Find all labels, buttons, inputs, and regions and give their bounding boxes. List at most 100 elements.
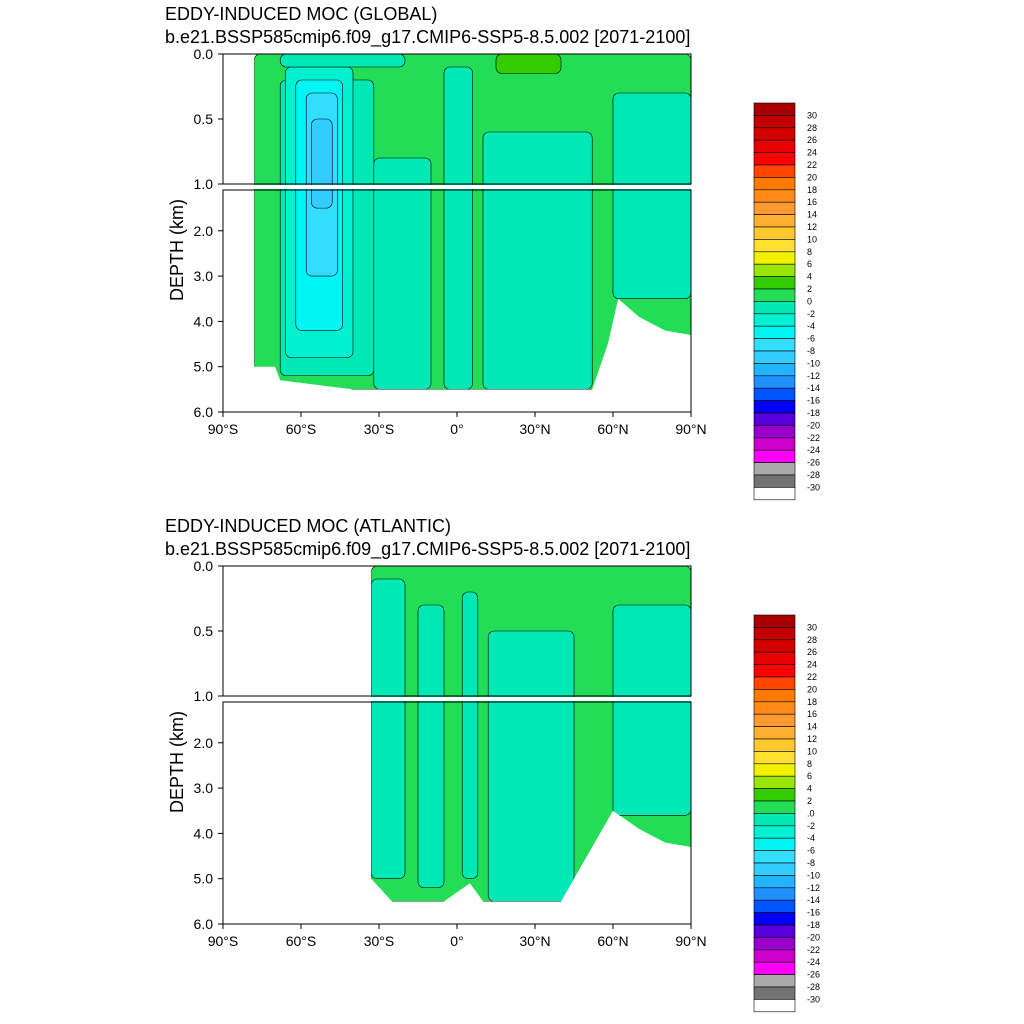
x-tick-label: 90°N [675, 933, 706, 949]
x-tick-label: 0° [450, 933, 463, 949]
colorbar-swatch [753, 338, 796, 352]
colorbar-label: 28 [807, 123, 817, 133]
panel-title: EDDY-INDUCED MOC (GLOBAL) [165, 4, 437, 24]
colorbar-label: -28 [807, 470, 820, 480]
colorbar-swatch [753, 139, 796, 153]
colorbar-swatch [753, 474, 796, 488]
y-tick-label: 6.0 [194, 916, 214, 932]
colorbar-label: 6 [807, 259, 812, 269]
contour-field [222, 566, 692, 902]
colorbar-label: -18 [807, 408, 820, 418]
colorbar-label: 26 [807, 647, 817, 657]
contour-region [373, 157, 432, 390]
colorbar-swatch [753, 651, 796, 665]
colorbar-swatch [753, 189, 796, 203]
colorbar-swatch [753, 313, 796, 327]
x-tick-label: 60°N [597, 421, 628, 437]
colorbar-label: 8 [807, 247, 812, 257]
contour-region [487, 630, 575, 902]
colorbar-swatch [753, 961, 796, 975]
colorbar-label: -14 [807, 383, 820, 393]
colorbar-swatch [753, 999, 796, 1013]
colorbar-swatch [753, 788, 796, 802]
colorbar-swatch [753, 288, 796, 302]
colorbar-label: -18 [807, 920, 820, 930]
x-tick-label: 30°N [519, 933, 550, 949]
colorbar-swatch [753, 701, 796, 715]
colorbar-label: 28 [807, 635, 817, 645]
colorbar-label: -4 [807, 321, 815, 331]
colorbar-label: 16 [807, 197, 817, 207]
y-tick-label: 0.5 [194, 623, 214, 639]
colorbar-swatch [753, 437, 796, 451]
colorbar-swatch [753, 875, 796, 889]
colorbar-label: -30 [807, 994, 820, 1004]
colorbar-label: 20 [807, 684, 817, 694]
colorbar-label: -8 [807, 858, 815, 868]
colorbar-label: -10 [807, 358, 820, 368]
colorbar-swatch [753, 627, 796, 641]
x-axis: 90°S 60°S 30°S 0° 30°N 60°N 90°N [208, 412, 707, 437]
colorbar-swatch [753, 689, 796, 703]
colorbar-label: -28 [807, 982, 820, 992]
y-tick-label: 5.0 [194, 359, 214, 375]
y-tick-label: 1.0 [194, 688, 214, 704]
x-tick-label: 90°S [208, 421, 239, 437]
colorbar-swatch [753, 800, 796, 814]
colorbar-label: -30 [807, 482, 820, 492]
colorbar: 302826242220181614121086420-2-4-6-8-10-1… [753, 102, 820, 501]
colorbar-swatch [753, 614, 796, 628]
colorbar-swatch [753, 449, 796, 463]
contour-region [461, 591, 479, 879]
y-axis-label: DEPTH (km) [167, 711, 187, 813]
colorbar-label: .0 [807, 808, 815, 818]
x-tick-label: 60°S [286, 421, 317, 437]
panel-subtitle: b.e21.BSSP585cmip6.f09_g17.CMIP6-SSP5-8.… [165, 27, 690, 48]
x-tick-label: 30°N [519, 421, 550, 437]
contour-region [371, 578, 406, 879]
colorbar-label: -20 [807, 420, 820, 430]
contour-region [482, 131, 593, 390]
colorbar-swatch [753, 738, 796, 752]
colorbar-label: 18 [807, 185, 817, 195]
contour-region [612, 604, 691, 816]
colorbar-label: -22 [807, 945, 820, 955]
colorbar-label: 12 [807, 734, 817, 744]
colorbar-swatch [753, 899, 796, 913]
colorbar-label: -6 [807, 334, 815, 344]
colorbar-swatch [753, 713, 796, 727]
colorbar-label: 14 [807, 722, 817, 732]
colorbar-swatch [753, 974, 796, 988]
colorbar-swatch [753, 487, 796, 501]
y-tick-label: 2.0 [194, 223, 214, 239]
colorbar-label: 6 [807, 771, 812, 781]
colorbar-swatch [753, 664, 796, 678]
colorbar-swatch [753, 775, 796, 789]
y-axis: 0.0 0.5 1.0 2.0 3.0 4.0 5.0 6.0 [194, 558, 223, 932]
colorbar-label: -12 [807, 883, 820, 893]
contour-field [222, 54, 692, 390]
colorbar-label: 22 [807, 672, 817, 682]
colorbar-label: 20 [807, 172, 817, 182]
panel-global: EDDY-INDUCED MOC (GLOBAL) b.e21.BSSP585c… [165, 4, 820, 501]
colorbar-swatch [753, 763, 796, 777]
colorbar-swatch [753, 850, 796, 864]
colorbar-swatch [753, 102, 796, 116]
colorbar-label: 30 [807, 622, 817, 632]
colorbar-label: -12 [807, 371, 820, 381]
x-axis: 90°S 60°S 30°S 0° 30°N 60°N 90°N [208, 924, 707, 949]
colorbar-swatch [753, 387, 796, 401]
colorbar-label: 24 [807, 660, 817, 670]
colorbar-swatch [753, 412, 796, 426]
x-tick-label: 90°N [675, 421, 706, 437]
x-tick-label: 90°S [208, 933, 239, 949]
colorbar-swatch [753, 462, 796, 476]
colorbar-swatch [753, 350, 796, 364]
colorbar-label: -4 [807, 833, 815, 843]
colorbar-swatch [753, 726, 796, 740]
colorbar-label: 10 [807, 234, 817, 244]
colorbar-label: 22 [807, 160, 817, 170]
colorbar-label: 24 [807, 148, 817, 158]
colorbar-label: -20 [807, 932, 820, 942]
x-tick-label: 30°S [364, 421, 395, 437]
